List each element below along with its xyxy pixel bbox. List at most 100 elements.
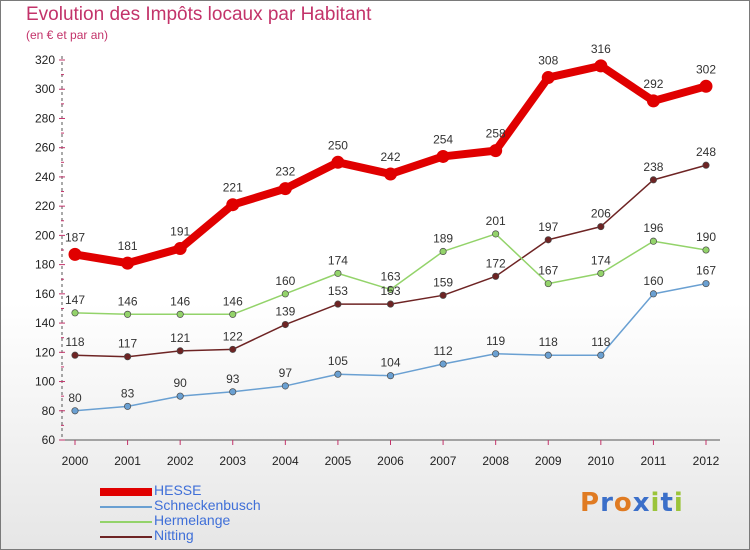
data-point-schneckenbusch bbox=[124, 402, 132, 410]
legend-swatch bbox=[100, 488, 152, 496]
data-label-nitting: 122 bbox=[223, 329, 243, 343]
chart-subtitle: (en € et par an) bbox=[26, 28, 109, 42]
data-label-hermelange: 160 bbox=[275, 274, 295, 288]
data-label-hesse: 250 bbox=[328, 138, 348, 152]
data-point-hesse bbox=[68, 247, 82, 261]
logo-letter: r bbox=[600, 488, 614, 518]
legend-swatch bbox=[100, 506, 152, 508]
y-tick-label: 60 bbox=[42, 433, 56, 447]
data-point-hermelange bbox=[439, 247, 447, 256]
data-point-nitting bbox=[597, 223, 605, 231]
data-point-nitting bbox=[281, 320, 289, 329]
data-label-schneckenbusch: 90 bbox=[173, 376, 187, 390]
data-label-hesse: 292 bbox=[643, 77, 663, 91]
data-label-hesse: 254 bbox=[433, 132, 453, 146]
data-label-schneckenbusch: 160 bbox=[643, 274, 663, 288]
data-label-hermelange: 190 bbox=[696, 230, 716, 244]
data-point-nitting bbox=[649, 176, 657, 184]
x-tick-label: 2012 bbox=[693, 454, 720, 468]
data-label-hermelange: 163 bbox=[380, 269, 400, 283]
series-line-nitting bbox=[74, 164, 707, 358]
data-point-schneckenbusch bbox=[597, 351, 605, 359]
legend-label: Hermelange bbox=[154, 512, 231, 528]
data-point-schneckenbusch bbox=[281, 382, 289, 390]
data-point-hesse bbox=[331, 155, 345, 169]
logo-letter: P bbox=[580, 488, 601, 518]
legend-label: Schneckenbusch bbox=[154, 497, 261, 513]
data-label-hermelange: 201 bbox=[486, 214, 506, 228]
data-point-hermelange bbox=[71, 309, 79, 317]
legend-label: Nitting bbox=[154, 527, 194, 543]
data-point-hesse bbox=[594, 59, 608, 73]
y-tick-label: 140 bbox=[35, 316, 55, 330]
x-tick-label: 2000 bbox=[62, 454, 89, 468]
data-point-hermelange bbox=[702, 246, 710, 254]
y-tick-label: 240 bbox=[35, 170, 55, 184]
data-point-hesse bbox=[489, 144, 503, 158]
data-label-schneckenbusch: 80 bbox=[68, 391, 82, 405]
data-label-nitting: 172 bbox=[486, 256, 506, 270]
logo-letter: t bbox=[660, 488, 674, 518]
legend-swatch bbox=[100, 536, 152, 538]
data-point-hesse bbox=[699, 79, 713, 93]
data-point-hesse bbox=[541, 71, 555, 85]
data-point-hesse bbox=[436, 149, 450, 163]
data-label-hermelange: 174 bbox=[328, 253, 348, 267]
data-label-nitting: 117 bbox=[118, 337, 137, 351]
data-point-nitting bbox=[229, 345, 237, 353]
data-point-hermelange bbox=[597, 269, 605, 277]
data-point-hermelange bbox=[229, 310, 237, 318]
data-label-hesse: 242 bbox=[380, 150, 400, 164]
data-point-schneckenbusch bbox=[439, 360, 447, 368]
data-label-hesse: 181 bbox=[118, 239, 138, 253]
data-label-hesse: 316 bbox=[591, 42, 611, 56]
data-label-nitting: 248 bbox=[696, 145, 716, 159]
data-label-schneckenbusch: 118 bbox=[539, 335, 558, 349]
data-point-nitting bbox=[386, 300, 395, 308]
data-point-nitting bbox=[334, 300, 342, 308]
data-label-hermelange: 146 bbox=[170, 294, 190, 308]
data-point-hermelange bbox=[492, 230, 500, 238]
data-point-schneckenbusch bbox=[229, 388, 237, 396]
data-point-hermelange bbox=[544, 280, 552, 288]
data-label-hesse: 191 bbox=[170, 225, 190, 239]
data-point-hermelange bbox=[386, 285, 395, 294]
data-label-schneckenbusch: 167 bbox=[696, 264, 716, 278]
data-point-nitting bbox=[71, 351, 79, 359]
x-tick-label: 2007 bbox=[430, 454, 457, 468]
data-point-schneckenbusch bbox=[492, 350, 500, 358]
data-label-hesse: 232 bbox=[275, 165, 295, 179]
y-tick-label: 320 bbox=[35, 53, 55, 67]
logo-letter: i bbox=[673, 488, 684, 518]
x-tick-label: 2004 bbox=[272, 454, 299, 468]
data-label-schneckenbusch: 83 bbox=[121, 386, 135, 400]
proxiti-logo: Proxiti bbox=[580, 488, 684, 518]
legend-swatch bbox=[100, 521, 152, 523]
data-point-schneckenbusch bbox=[71, 407, 79, 415]
data-point-schneckenbusch bbox=[544, 351, 552, 359]
data-label-nitting: 159 bbox=[433, 275, 453, 289]
data-label-hesse: 221 bbox=[223, 181, 243, 195]
data-point-nitting bbox=[176, 347, 184, 355]
data-label-schneckenbusch: 112 bbox=[434, 344, 453, 358]
data-point-schneckenbusch bbox=[386, 372, 395, 380]
logo-letter: i bbox=[650, 488, 661, 518]
y-tick-label: 80 bbox=[42, 404, 56, 418]
data-point-hermelange bbox=[176, 310, 184, 318]
x-tick-label: 2011 bbox=[641, 454, 667, 468]
data-point-hermelange bbox=[334, 269, 342, 277]
x-tick-label: 2002 bbox=[167, 454, 194, 468]
data-label-nitting: 206 bbox=[591, 207, 611, 221]
x-tick-label: 2003 bbox=[219, 454, 246, 468]
data-point-nitting bbox=[492, 272, 500, 280]
data-point-hesse bbox=[278, 182, 292, 196]
data-point-hermelange bbox=[124, 310, 132, 318]
data-point-hesse bbox=[384, 167, 397, 181]
data-label-nitting: 153 bbox=[328, 284, 348, 298]
data-label-hermelange: 147 bbox=[65, 293, 85, 307]
data-label-schneckenbusch: 93 bbox=[226, 372, 240, 386]
data-label-nitting: 153 bbox=[380, 284, 400, 298]
data-label-nitting: 197 bbox=[538, 220, 558, 234]
y-tick-label: 220 bbox=[35, 199, 55, 213]
data-point-hesse bbox=[121, 256, 135, 270]
